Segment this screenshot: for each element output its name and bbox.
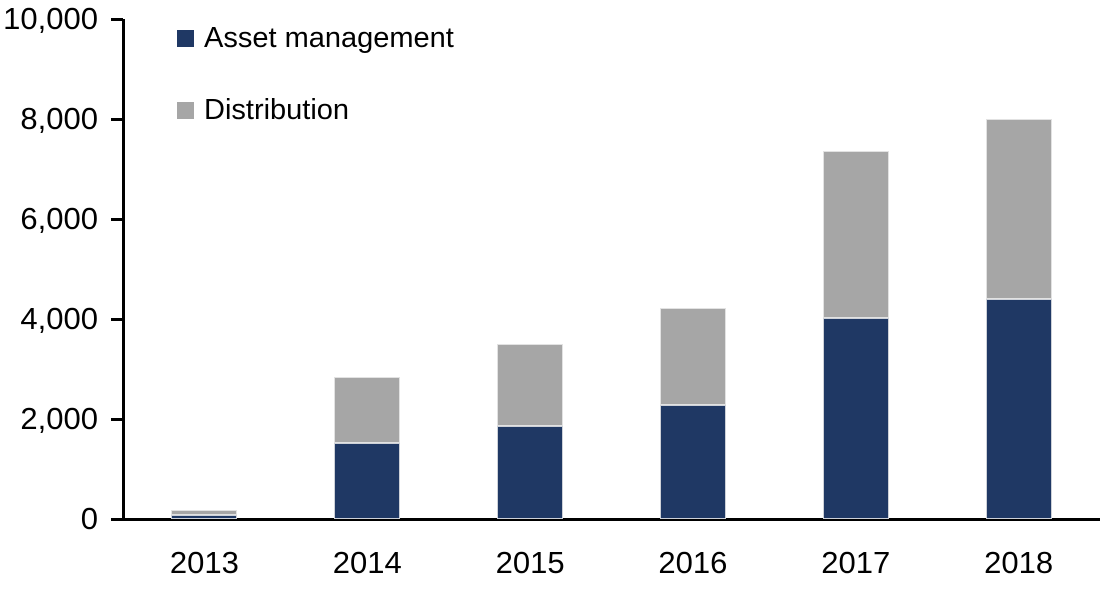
x-axis-label-2015: 2015 — [495, 545, 565, 580]
x-axis-label-2018: 2018 — [984, 545, 1054, 580]
y-axis-tick — [111, 317, 123, 321]
y-axis-line — [121, 19, 125, 521]
x-axis-label-2014: 2014 — [332, 545, 402, 580]
y-axis-tick-label: 6,000 — [20, 201, 98, 236]
bar-segment-distribution-2015 — [497, 344, 564, 426]
y-axis-tick — [111, 217, 123, 221]
bar-segment-distribution-2013 — [171, 509, 238, 515]
bar-segment-asset-management-2018 — [985, 299, 1052, 519]
legend-swatch-distribution — [177, 101, 194, 119]
x-axis-line — [121, 517, 1100, 521]
legend-item-asset-management: Asset management — [177, 20, 454, 56]
y-axis-tick-label: 2,000 — [20, 401, 98, 436]
y-axis-tick-label: 4,000 — [20, 301, 98, 336]
bar-segment-distribution-2017 — [822, 151, 889, 318]
legend-swatch-asset-management — [177, 29, 194, 47]
y-axis-tick-label: 10,000 — [3, 1, 98, 36]
y-axis-tick-label: 8,000 — [20, 101, 98, 136]
bar-segment-asset-management-2017 — [822, 317, 889, 519]
bar-segment-asset-management-2014 — [334, 443, 401, 519]
x-axis-label-2016: 2016 — [658, 545, 728, 580]
bar-segment-distribution-2016 — [659, 307, 726, 405]
legend-label-asset-management: Asset management — [204, 22, 454, 54]
bar-segment-asset-management-2015 — [497, 425, 564, 519]
chart-legend: Asset management Distribution — [177, 20, 454, 164]
y-axis-tick — [111, 417, 123, 421]
bar-segment-asset-management-2016 — [659, 404, 726, 519]
y-axis-tick — [111, 517, 123, 521]
x-axis-label-2013: 2013 — [169, 545, 239, 580]
legend-label-distribution: Distribution — [204, 94, 350, 126]
y-axis-tick — [111, 17, 123, 21]
y-axis-tick — [111, 117, 123, 121]
bar-segment-distribution-2018 — [985, 119, 1052, 299]
y-axis-tick-label: 0 — [80, 501, 98, 536]
bar-segment-asset-management-2013 — [171, 514, 238, 519]
bar-segment-distribution-2014 — [334, 376, 401, 443]
x-axis-label-2017: 2017 — [821, 545, 891, 580]
legend-item-distribution: Distribution — [177, 92, 454, 128]
